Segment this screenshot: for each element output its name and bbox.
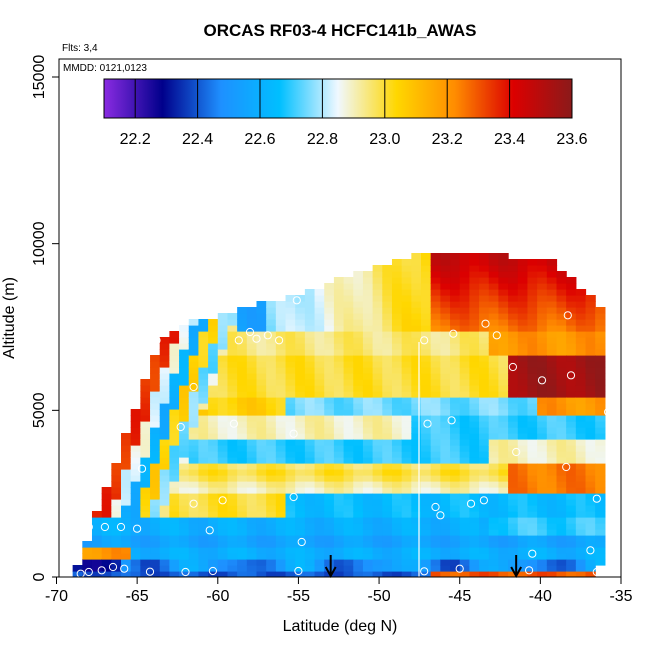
sample-point xyxy=(592,567,601,577)
sample-point xyxy=(229,419,238,428)
sample-point xyxy=(455,564,464,573)
sample-point xyxy=(481,319,490,328)
heatmap-field xyxy=(72,253,606,577)
sample-point xyxy=(97,566,106,575)
sample-point xyxy=(436,511,445,520)
colorbar-fill xyxy=(103,78,573,119)
sample-point xyxy=(252,334,261,343)
y-axis: 0 5000 10000 15000 xyxy=(31,55,59,581)
sample-point xyxy=(245,327,255,337)
x-tick-label: -70 xyxy=(45,588,68,605)
colorbar-tick-label: 22.4 xyxy=(182,131,213,148)
sample-point xyxy=(176,422,185,432)
sample-point xyxy=(294,566,303,576)
y-tick-label: 5000 xyxy=(31,392,48,428)
arrow-head xyxy=(324,566,337,579)
sample-point xyxy=(275,336,284,345)
colorbar-tick-label: 23.2 xyxy=(432,131,463,148)
sample-point xyxy=(152,336,161,345)
sample-point xyxy=(116,522,126,532)
sample-point xyxy=(562,462,571,472)
y-tick-label: 10000 xyxy=(31,221,48,266)
sample-point xyxy=(604,407,613,417)
x-tick-label: -35 xyxy=(609,588,632,605)
sample-point xyxy=(479,496,488,505)
sample-point xyxy=(586,546,595,555)
y-axis-label: Altitude (m) xyxy=(1,277,18,359)
sample-point xyxy=(120,564,129,573)
plot-frame xyxy=(58,58,622,578)
x-tick-label: -45 xyxy=(448,588,471,605)
x-tick-label: -65 xyxy=(126,588,149,605)
sample-point xyxy=(289,492,298,502)
sample-points xyxy=(76,296,613,578)
x-axis-label: Latitude (deg N) xyxy=(283,618,398,635)
sample-point xyxy=(133,524,142,533)
sample-point xyxy=(181,567,190,577)
sample-point xyxy=(492,331,501,340)
sample-point xyxy=(84,567,93,577)
sample-point xyxy=(537,376,547,385)
flights-note: Flts: 3,4 xyxy=(62,43,98,54)
chart-title: ORCAS RF03-4 HCFC141b_AWAS xyxy=(203,21,476,40)
sample-point xyxy=(108,562,118,572)
sample-point xyxy=(420,336,429,345)
sample-point xyxy=(297,537,306,547)
x-tick-label: -40 xyxy=(529,588,552,605)
sample-point xyxy=(592,494,601,503)
sample-point xyxy=(137,464,147,473)
y-tick-label: 15000 xyxy=(31,55,48,100)
arrow-head xyxy=(510,566,523,579)
sample-point xyxy=(508,362,518,372)
sample-point xyxy=(466,499,476,508)
x-tick-label: -60 xyxy=(206,588,229,605)
x-tick-label: -50 xyxy=(368,588,391,605)
sample-point xyxy=(208,566,217,576)
sample-point xyxy=(447,416,456,425)
colorbar-tick-label: 23.6 xyxy=(556,131,587,148)
sample-point xyxy=(218,496,227,505)
sample-point xyxy=(512,447,521,457)
colorbar-tick-label: 23.0 xyxy=(369,131,400,148)
sample-point xyxy=(431,502,440,512)
sample-point xyxy=(563,311,572,320)
sample-point xyxy=(528,549,537,558)
sample-point xyxy=(145,567,155,576)
sample-point xyxy=(234,336,243,345)
sample-point xyxy=(100,522,110,532)
colorbar-tick-label: 23.4 xyxy=(494,131,525,148)
dates-note: MMDD: 0121,0123 xyxy=(63,63,147,74)
sample-point xyxy=(84,522,93,532)
x-axis: -70 -65 -60 -55 -50 -45 -40 -35 xyxy=(45,577,633,605)
sample-point xyxy=(525,566,534,575)
colorbar-tick-label: 22.2 xyxy=(120,131,151,148)
sample-point xyxy=(263,331,272,340)
colorbar: 22.2 22.4 22.6 22.8 23.0 23.2 23.4 23.6 xyxy=(103,78,588,148)
sample-point xyxy=(449,329,458,338)
arrows xyxy=(324,555,523,579)
colorbar-tick-label: 22.8 xyxy=(307,131,338,148)
sample-point xyxy=(189,382,198,392)
colorbar-tick-label: 22.6 xyxy=(244,131,275,148)
sample-point xyxy=(189,499,198,508)
sample-point xyxy=(566,371,576,380)
sample-point xyxy=(292,296,301,305)
sample-point xyxy=(289,429,298,438)
sample-point xyxy=(423,419,432,428)
sample-point xyxy=(420,567,429,576)
sample-point xyxy=(205,526,214,535)
y-tick-label: 0 xyxy=(31,572,48,581)
x-tick-label: -55 xyxy=(287,588,310,605)
